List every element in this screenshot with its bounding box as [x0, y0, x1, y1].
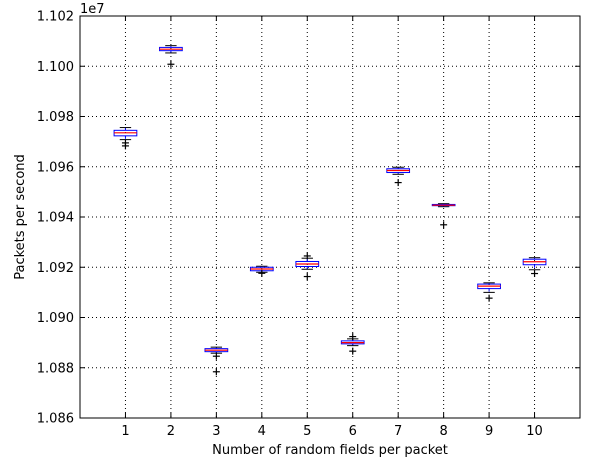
box-plot-4 — [249, 265, 274, 277]
outlier-marker — [349, 347, 357, 355]
x-tick-label: 5 — [303, 424, 311, 439]
y-tick-label: 1.092 — [37, 261, 74, 276]
box-plot-3 — [204, 346, 229, 376]
outlier-marker — [303, 252, 311, 260]
x-tick-label: 7 — [394, 424, 402, 439]
outlier-marker — [349, 333, 357, 341]
outlier-marker — [485, 294, 493, 302]
box-plot-2 — [159, 45, 183, 68]
outlier-marker — [167, 60, 175, 68]
x-tick-label: 6 — [349, 424, 357, 439]
y-tick-label: 1.096 — [37, 160, 74, 175]
grid-lines — [80, 15, 580, 419]
box-plot-10 — [522, 257, 547, 278]
box-plot-7 — [386, 166, 411, 187]
box-plot-9 — [477, 282, 501, 302]
axis-ticks: 1.086 1.088 1.090 1.092 1.094 1.096 1.098 1.100… — [37, 10, 580, 439]
outlier-marker — [531, 270, 539, 278]
box-plot-6 — [340, 333, 365, 355]
y-tick-label: 1.086 — [37, 412, 74, 427]
outlier-marker — [394, 179, 402, 187]
outlier-marker — [303, 273, 311, 281]
y-tick-label: 1.100 — [37, 60, 74, 75]
x-tick-label: 9 — [485, 424, 493, 439]
x-tick-label: 8 — [439, 424, 447, 439]
y-tick-label: 1.094 — [37, 211, 74, 226]
outlier-marker — [258, 269, 266, 277]
x-tick-label: 3 — [212, 424, 220, 439]
y-axis-label: Packets per second — [13, 154, 28, 280]
outlier-marker — [121, 142, 129, 150]
x-tick-label: 2 — [167, 424, 175, 439]
y-tick-label: 1.102 — [37, 10, 74, 25]
box-plot-5 — [295, 252, 320, 281]
y-tick-label: 1.098 — [37, 110, 74, 125]
y-scale-label: 1e7 — [80, 2, 105, 17]
x-axis-label: Number of random fields per packet — [212, 443, 448, 458]
x-tick-label: 10 — [526, 424, 543, 439]
y-tick-label: 1.090 — [37, 311, 74, 326]
outlier-marker — [212, 368, 220, 376]
box-plot-8 — [431, 203, 456, 229]
x-tick-label: 1 — [121, 424, 129, 439]
box-plot-1 — [113, 127, 138, 150]
outlier-marker — [440, 221, 448, 229]
x-tick-label: 4 — [258, 424, 266, 439]
outlier-marker — [212, 352, 220, 360]
box-plots — [113, 45, 547, 376]
y-tick-label: 1.088 — [37, 361, 74, 376]
